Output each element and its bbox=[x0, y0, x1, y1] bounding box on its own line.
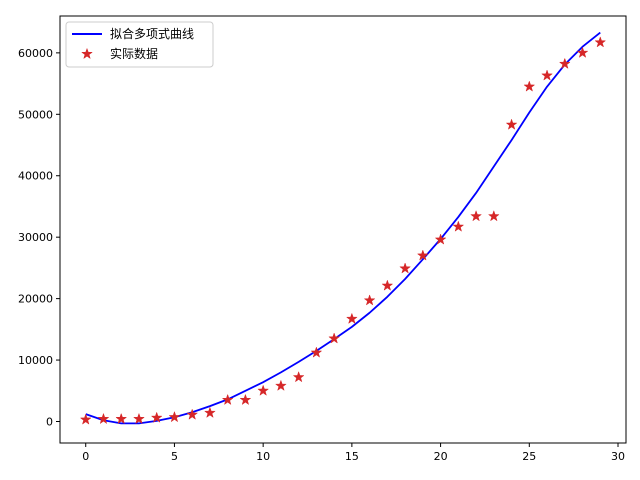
fit-curve-line bbox=[85, 31, 601, 425]
data-point-star bbox=[523, 80, 536, 92]
legend: 拟合多项式曲线 实际数据 bbox=[65, 21, 214, 68]
data-point-star bbox=[186, 408, 199, 420]
data-point-star bbox=[541, 69, 553, 81]
data-point-star bbox=[381, 279, 394, 291]
data-point-star bbox=[97, 412, 110, 425]
data-point-star bbox=[576, 46, 589, 58]
legend-star-marker bbox=[81, 47, 93, 60]
x-tick-label: 5 bbox=[171, 450, 178, 463]
data-point-star bbox=[79, 413, 92, 425]
x-tick-label: 15 bbox=[345, 450, 359, 463]
data-point-star bbox=[470, 210, 483, 222]
data-point-star bbox=[221, 393, 234, 406]
data-point-star bbox=[452, 220, 465, 232]
data-point-star bbox=[150, 411, 163, 423]
data-point-star bbox=[310, 346, 323, 358]
legend-label-actual: 实际数据 bbox=[110, 46, 158, 61]
x-tick-label: 20 bbox=[434, 450, 448, 463]
data-point-star bbox=[487, 210, 500, 222]
data-point-star bbox=[345, 312, 358, 324]
data-point-star bbox=[558, 57, 571, 69]
y-tick-label: 50000 bbox=[18, 108, 53, 121]
data-point-star bbox=[434, 233, 447, 245]
data-point-star bbox=[239, 393, 252, 406]
y-tick-label: 60000 bbox=[18, 47, 53, 60]
data-point-star bbox=[363, 294, 376, 306]
y-tick-label: 30000 bbox=[18, 231, 53, 244]
x-tick-label: 10 bbox=[256, 450, 270, 463]
data-point-star bbox=[328, 332, 341, 344]
legend-box bbox=[65, 21, 214, 68]
data-point-star bbox=[257, 384, 270, 396]
y-tick-label: 40000 bbox=[18, 170, 53, 183]
data-point-star bbox=[115, 412, 128, 425]
data-point-star bbox=[274, 379, 287, 391]
y-tick-label: 0 bbox=[46, 415, 53, 428]
x-axis: 0 5 10 15 20 25 30 bbox=[82, 443, 625, 463]
data-point-star bbox=[416, 249, 429, 261]
data-point-star bbox=[168, 410, 181, 423]
series-layer bbox=[79, 31, 607, 425]
data-point-star bbox=[399, 262, 412, 274]
legend-star-swatch bbox=[81, 47, 93, 60]
y-tick-label: 20000 bbox=[18, 293, 53, 306]
data-point-star bbox=[594, 36, 607, 48]
y-tick-label: 10000 bbox=[18, 354, 53, 367]
legend-label-fit: 拟合多项式曲线 bbox=[110, 26, 194, 41]
data-point-star bbox=[133, 412, 145, 425]
y-axis: 0 10000 20000 30000 40000 50000 60000 bbox=[18, 47, 60, 428]
x-tick-label: 0 bbox=[82, 450, 89, 463]
x-tick-label: 30 bbox=[611, 450, 625, 463]
x-tick-label: 25 bbox=[522, 450, 536, 463]
plot-area-frame bbox=[59, 15, 627, 444]
data-point-star bbox=[292, 370, 305, 383]
data-point-star bbox=[505, 118, 518, 130]
data-point-star bbox=[203, 406, 216, 418]
